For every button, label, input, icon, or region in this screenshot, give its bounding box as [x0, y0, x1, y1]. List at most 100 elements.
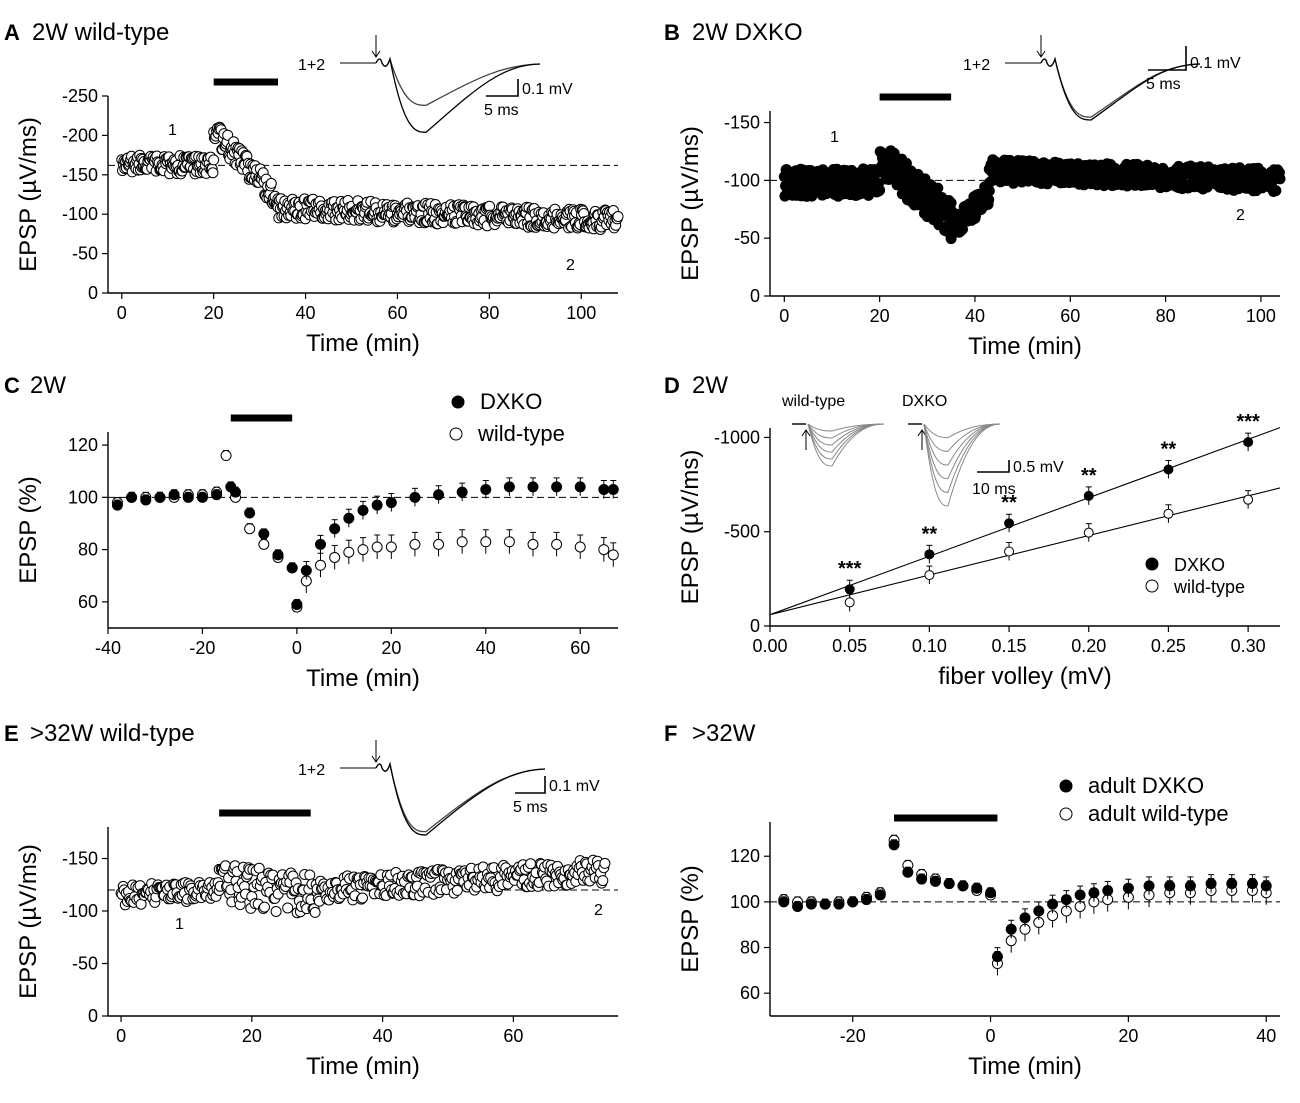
epsp-trace	[375, 56, 541, 107]
x-tick-label: 20	[1118, 1026, 1138, 1046]
scale-amp-label: 0.1 mV	[549, 778, 600, 795]
y-tick-label: 0	[750, 616, 760, 636]
scale-time-label: 10 ms	[972, 481, 1016, 498]
stimulus-arrow-icon	[801, 429, 811, 450]
data-point	[1102, 884, 1114, 896]
stimulus-arrow-icon	[917, 429, 927, 450]
timepoint-label-1: 1	[175, 916, 184, 933]
legend-marker-open	[1145, 579, 1159, 593]
data-point	[385, 497, 397, 509]
panel-letter-a: A	[4, 20, 20, 45]
data-point	[916, 873, 928, 885]
data-point	[272, 549, 284, 561]
panel-title-a: 2W wild-type	[32, 19, 169, 46]
data-point	[140, 494, 152, 506]
stimulus-arrow-icon	[371, 35, 381, 58]
data-point	[844, 584, 855, 595]
y-tick-label: -50	[734, 228, 760, 248]
y-tick-label: -1000	[714, 427, 760, 447]
x-tick-label: 20	[381, 638, 401, 658]
y-tick-label: 0	[750, 286, 760, 306]
y-tick-label: -200	[62, 125, 98, 145]
y-tick-label: -50	[72, 954, 98, 974]
y-axis-label: EPSP (µV/ms)	[677, 126, 704, 281]
x-tick-label: 60	[1060, 306, 1080, 326]
x-tick-label: 0.00	[752, 636, 787, 656]
data-point	[1004, 546, 1015, 557]
data-point	[1005, 923, 1017, 935]
x-tick-label: 40	[1256, 1026, 1276, 1046]
legend-label: adult DXKO	[1088, 773, 1204, 798]
data-point	[599, 857, 611, 869]
x-axis-label: fiber volley (mV)	[938, 663, 1111, 690]
y-tick-label: 60	[78, 592, 98, 612]
x-tick-label: 80	[1156, 306, 1176, 326]
data-point	[451, 884, 463, 896]
data-point	[315, 538, 326, 550]
trace-label-dxko: DXKO	[902, 393, 947, 410]
trace-tag: 1+2	[963, 57, 990, 74]
x-tick-label: 40	[476, 638, 496, 658]
x-axis-label: Time (min)	[306, 665, 420, 692]
x-tick-label: 0	[779, 306, 789, 326]
x-axis-label: Time (min)	[968, 333, 1082, 360]
data-point	[1205, 878, 1217, 890]
data-point	[300, 565, 312, 577]
panel-d: D 2W 0 -500 -1000 0.00 0.05 0.10 0.15 0.20 0.25 0.3…	[664, 372, 1281, 690]
x-tick-label: 0.30	[1231, 636, 1266, 656]
data-point	[207, 167, 219, 179]
trace-label-wild-type: wild-type	[781, 393, 845, 410]
data-point	[902, 866, 914, 878]
y-axis-label: EPSP (µV/ms)	[15, 844, 42, 999]
data-point	[1122, 882, 1134, 894]
epsp-trace	[375, 56, 541, 133]
scale-bar	[515, 776, 546, 794]
data-point	[154, 491, 166, 503]
timepoint-label-2: 2	[1236, 207, 1245, 224]
data-point	[971, 882, 983, 894]
io-trace	[923, 423, 1001, 507]
legend-label: wild-type	[477, 421, 565, 446]
scale-amp-label: 0.5 mV	[1013, 459, 1064, 476]
legend-label: DXKO	[480, 389, 542, 414]
data-point	[409, 491, 421, 503]
x-tick-label: 0.25	[1151, 636, 1186, 656]
y-axis-label: EPSP (µV/ms)	[15, 117, 42, 272]
legend-label: adult wild-type	[1088, 801, 1229, 826]
x-tick-label: 0	[986, 1026, 996, 1046]
scale-time-label: 5 ms	[484, 102, 519, 119]
data-point	[1226, 878, 1238, 890]
data-point	[291, 598, 303, 610]
panel-e: E >32W wild-type 0 -50 -100 -150 0 20 40 60 Time (…	[4, 720, 618, 1080]
fit-line-dxko	[769, 427, 1281, 616]
data-point	[196, 491, 208, 503]
y-tick-label: -150	[62, 165, 98, 185]
data-point	[1260, 880, 1272, 892]
significance-mark: **	[1081, 465, 1097, 487]
data-point	[357, 544, 369, 556]
data-point	[309, 906, 321, 918]
x-tick-label: 0	[292, 638, 302, 658]
data-point	[551, 481, 563, 493]
data-point	[111, 499, 123, 511]
data-point	[329, 551, 341, 563]
legend-marker-filled	[1059, 779, 1073, 793]
data-point	[574, 541, 586, 553]
x-tick-label: 0.10	[912, 636, 947, 656]
data-point	[315, 559, 326, 571]
y-tick-label: -50	[72, 244, 98, 264]
data-point	[433, 489, 445, 501]
x-tick-label: 60	[503, 1026, 523, 1046]
x-tick-label: 80	[479, 303, 499, 323]
io-trace	[923, 423, 1001, 480]
io-trace	[807, 423, 885, 439]
scale-bar	[1148, 46, 1187, 71]
io-trace	[807, 423, 885, 453]
x-tick-label: 40	[296, 303, 316, 323]
data-point	[1143, 880, 1155, 892]
timepoint-label-2: 2	[566, 257, 575, 274]
x-tick-label: -20	[840, 1026, 866, 1046]
y-tick-label: -150	[62, 849, 98, 869]
significance-mark: **	[922, 523, 938, 545]
significance-mark: ***	[838, 558, 862, 580]
